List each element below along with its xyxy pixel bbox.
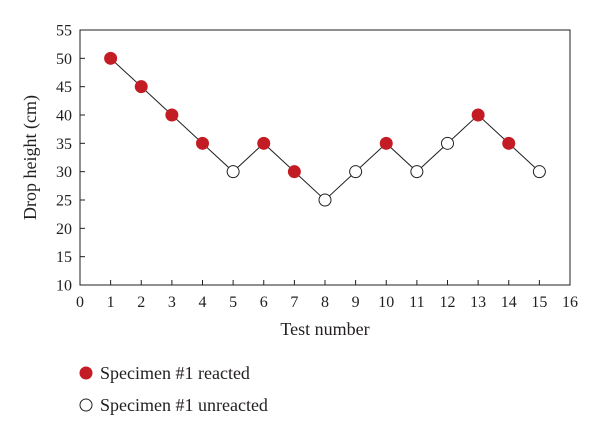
x-tick-label: 15 — [531, 294, 547, 311]
unreacted-point — [532, 165, 546, 179]
unreacted-point — [441, 136, 454, 150]
x-axis-label: Test number — [280, 319, 369, 339]
y-axis-ticks: 10 15 20 25 30 35 40 45 50 55 — [56, 23, 85, 295]
series-line — [110, 57, 540, 201]
legend-unreacted-label: Specimen #1 unreacted — [100, 395, 268, 415]
y-tick-label: 55 — [56, 23, 72, 40]
x-tick-label: 3 — [168, 294, 176, 311]
plot-frame — [79, 29, 571, 286]
reacted-point — [165, 108, 179, 122]
reacted-point — [287, 165, 301, 179]
reacted-point — [471, 108, 485, 122]
data-markers — [104, 51, 546, 207]
legend-reacted-marker — [79, 366, 93, 380]
x-tick-label: 7 — [290, 294, 298, 311]
unreacted-point — [410, 165, 424, 179]
unreacted-point — [318, 193, 332, 207]
legend-reacted-label: Specimen #1 reacted — [100, 363, 250, 383]
x-tick-label: 4 — [199, 294, 207, 311]
x-tick-label: 6 — [260, 294, 268, 311]
y-tick-label: 10 — [56, 278, 72, 295]
reacted-point — [257, 136, 271, 150]
reacted-point — [502, 136, 516, 150]
x-tick-label: 5 — [229, 294, 237, 311]
y-tick-label: 20 — [56, 221, 72, 238]
x-tick-label: 1 — [107, 294, 115, 311]
x-tick-label: 12 — [440, 294, 456, 311]
x-tick-label: 10 — [378, 294, 394, 311]
y-axis-label: Drop height (cm) — [20, 95, 41, 220]
reacted-point — [134, 80, 148, 94]
sequence-line — [110, 57, 540, 201]
reacted-point — [196, 136, 209, 150]
x-tick-label: 9 — [352, 294, 360, 311]
x-tick-label: 11 — [409, 294, 424, 311]
x-tick-label: 14 — [501, 294, 517, 311]
reacted-point — [379, 136, 393, 150]
x-tick-label: 8 — [321, 294, 329, 311]
x-tick-label: 2 — [137, 294, 145, 311]
y-tick-label: 30 — [56, 164, 72, 181]
reacted-point — [104, 51, 118, 65]
unreacted-point — [226, 165, 240, 179]
x-axis-ticks: 0 1 2 3 4 5 6 7 8 9 10 11 12 13 14 15 16 — [76, 280, 578, 311]
x-tick-label: 16 — [562, 294, 578, 311]
y-tick-label: 15 — [56, 249, 72, 266]
unreacted-point — [349, 165, 363, 179]
y-tick-label: 45 — [56, 79, 72, 96]
y-tick-label: 40 — [56, 108, 72, 125]
y-tick-label: 35 — [56, 136, 72, 153]
x-tick-label: 13 — [470, 294, 486, 311]
x-tick-label: 0 — [76, 294, 84, 311]
y-tick-label: 50 — [56, 51, 72, 68]
y-tick-label: 25 — [56, 193, 72, 210]
legend-unreacted-marker — [79, 398, 93, 412]
legend: Specimen #1 reacted Specimen #1 unreacte… — [79, 363, 268, 415]
